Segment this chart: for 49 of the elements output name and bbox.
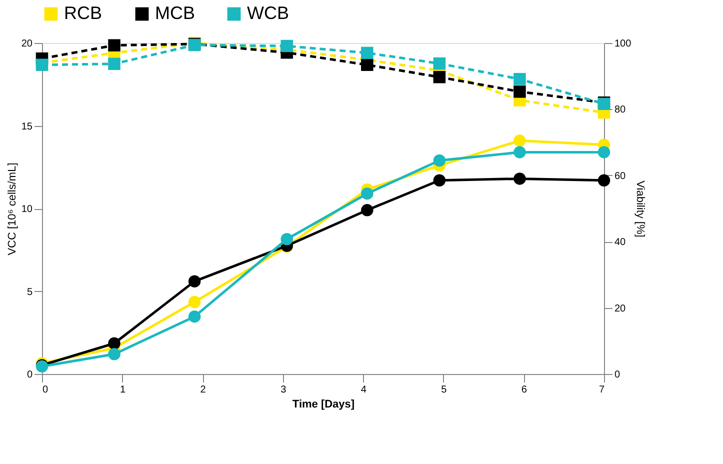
y2-tick-label: 0 <box>614 370 620 380</box>
y2-tick-label: 80 <box>614 104 626 116</box>
legend-label: WCB <box>247 3 289 23</box>
y-tick-label: 10 <box>21 204 33 215</box>
point <box>433 57 446 70</box>
x-tick-label: 7 <box>598 384 605 396</box>
y2-tick-label: 100 <box>614 38 632 50</box>
point <box>108 337 120 350</box>
legend-label: RCB <box>64 3 102 23</box>
point <box>361 204 374 216</box>
point <box>280 40 293 52</box>
point <box>433 70 446 84</box>
y2-tick-label: 20 <box>614 303 626 314</box>
point <box>108 39 120 52</box>
y-tick-label: 5 <box>26 286 33 298</box>
point <box>188 310 201 323</box>
y-tick-label: 0 <box>26 370 33 380</box>
x-tick-label: 1 <box>120 384 126 396</box>
point <box>280 233 293 246</box>
point <box>514 134 526 147</box>
point <box>188 275 201 288</box>
y2-tick-label: 40 <box>614 237 626 248</box>
x-tick-label: 2 <box>200 384 206 396</box>
point <box>433 154 446 167</box>
point <box>514 172 526 185</box>
point <box>361 58 374 71</box>
x-tick-label: 3 <box>280 384 287 396</box>
point <box>108 348 120 360</box>
x-tick-label: 4 <box>360 384 367 396</box>
point <box>433 174 446 186</box>
point <box>598 174 610 186</box>
x-axis-title: Time [Days] <box>292 398 355 410</box>
legend-label: MCB <box>155 3 195 23</box>
point <box>188 296 201 308</box>
x-tick-label: 6 <box>521 384 528 396</box>
y-axis-title: VCC [10⁶ cells/mL] <box>6 162 18 256</box>
point <box>514 72 526 86</box>
point <box>361 46 374 60</box>
y-tick-label: 15 <box>21 121 33 132</box>
x-tick-label: 0 <box>42 384 48 396</box>
x-tick-label: 5 <box>441 384 448 396</box>
point <box>361 187 374 200</box>
y2-axis-title: Viability [%] <box>634 180 646 238</box>
point <box>514 86 526 98</box>
y2-tick-label: 60 <box>614 170 626 182</box>
point <box>598 146 610 158</box>
y-tick-label: 20 <box>21 38 33 50</box>
point <box>108 58 120 70</box>
point <box>514 146 526 158</box>
